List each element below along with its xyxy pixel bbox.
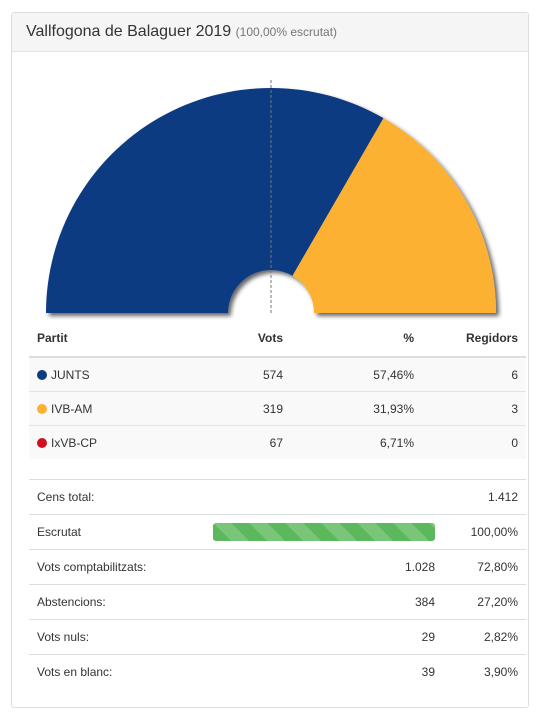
seats-cell: 3 (422, 391, 526, 426)
summary-label: Vots nuls: (29, 619, 205, 655)
party-cell: IxVB-CP (29, 425, 205, 459)
seats-cell: 6 (422, 356, 526, 392)
page-title: Vallfogona de Balaguer 2019 (26, 23, 232, 40)
column-header-seats: Regidors (422, 320, 526, 358)
summary-pct: 72,80% (443, 549, 526, 585)
column-header-votes: Vots (205, 320, 291, 358)
seat-chart (12, 52, 528, 322)
seat-slice-junts (46, 88, 384, 313)
summary-value: 39 (205, 654, 443, 689)
summary-value: 1.028 (205, 549, 443, 585)
party-name: IxVB-CP (51, 435, 98, 450)
summary-value: 384 (205, 584, 443, 620)
summary-row-null-votes: Vots nuls: 29 2,82% (29, 619, 526, 655)
summary-row-valid-votes: Vots comptabilitzats: 1.028 72,80% (29, 549, 526, 585)
panel-header: Vallfogona de Balaguer 2019 (100,00% esc… (12, 13, 528, 52)
votes-cell: 574 (205, 356, 291, 392)
counted-progress-bar (213, 523, 435, 541)
pct-cell: 57,46% (291, 356, 422, 392)
votes-cell: 67 (205, 425, 291, 459)
pct-cell: 31,93% (291, 391, 422, 426)
summary-value: 1.412 (443, 479, 526, 515)
summary-pct: 3,90% (443, 654, 526, 689)
summary-label: Vots en blanc: (29, 654, 205, 689)
summary-table: Cens total: 1.412 Escrutat 100,00% Vots … (29, 479, 526, 689)
party-color-dot (37, 437, 47, 448)
summary-pct: 100,00% (443, 514, 526, 550)
summary-row-counted: Escrutat 100,00% (29, 514, 526, 550)
column-header-party: Partit (29, 320, 205, 358)
votes-cell: 319 (205, 391, 291, 426)
results-header-row: Partit Vots % Regidors (29, 320, 526, 358)
summary-label: Cens total: (29, 479, 205, 515)
table-row: JUNTS 574 57,46% 6 (29, 356, 526, 392)
party-color-dot (37, 369, 47, 380)
count-status-subtitle: (100,00% escrutat) (235, 25, 338, 39)
party-name: IVB-AM (51, 401, 93, 416)
seat-slice-ivb-am (292, 118, 496, 313)
results-panel: Vallfogona de Balaguer 2019 (100,00% esc… (11, 12, 529, 708)
seats-cell: 0 (422, 425, 526, 459)
summary-pct: 27,20% (443, 584, 526, 620)
party-color-dot (37, 403, 47, 414)
summary-label: Escrutat (29, 514, 205, 550)
summary-row-census: Cens total: 1.412 (29, 479, 526, 515)
seat-chart-svg (46, 80, 496, 313)
summary-label: Vots comptabilitzats: (29, 549, 205, 585)
summary-value: 29 (205, 619, 443, 655)
column-header-pct: % (291, 320, 422, 358)
summary-row-abstentions: Abstencions: 384 27,20% (29, 584, 526, 620)
results-table: Partit Vots % Regidors JUNTS 574 57,46% … (29, 320, 526, 459)
summary-label: Abstencions: (29, 584, 205, 620)
table-row: IVB-AM 319 31,93% 3 (29, 391, 526, 426)
party-cell: JUNTS (29, 356, 205, 392)
table-row: IxVB-CP 67 6,71% 0 (29, 425, 526, 459)
summary-pct: 2,82% (443, 619, 526, 655)
counted-progress-fill (213, 523, 435, 541)
party-name: JUNTS (51, 367, 90, 382)
summary-row-blank-votes: Vots en blanc: 39 3,90% (29, 654, 526, 689)
party-cell: IVB-AM (29, 391, 205, 426)
pct-cell: 6,71% (291, 425, 422, 459)
